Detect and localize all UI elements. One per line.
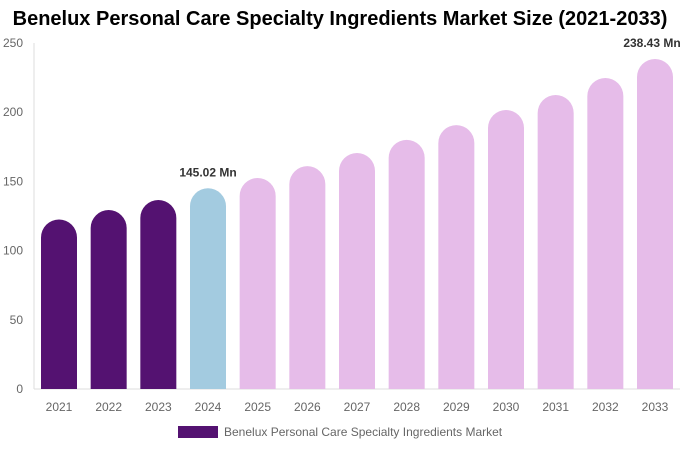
x-tick-label: 2029 [443, 400, 470, 414]
y-tick-label: 0 [16, 382, 23, 396]
x-tick-label: 2025 [244, 400, 271, 414]
chart-title: Benelux Personal Care Specialty Ingredie… [12, 8, 668, 30]
legend-label: Benelux Personal Care Specialty Ingredie… [224, 425, 503, 439]
bar-2033 [637, 59, 673, 390]
y-tick-label: 50 [10, 313, 24, 327]
bar-2032 [587, 78, 624, 389]
data-label: 238.43 Mn [623, 36, 680, 50]
bar-2030 [488, 109, 524, 390]
x-tick-label: 2031 [542, 400, 569, 414]
bar-2029 [438, 125, 475, 389]
x-tick-label: 2023 [145, 400, 172, 414]
x-tick-label: 2026 [294, 400, 321, 414]
legend-swatch [178, 426, 218, 438]
y-tick-label: 150 [3, 174, 23, 188]
bar-2031 [537, 95, 574, 390]
bar-2022 [90, 210, 127, 389]
x-tick-label: 2030 [493, 400, 520, 414]
x-tick-label: 2033 [642, 400, 669, 414]
y-tick-label: 200 [3, 105, 23, 119]
x-tick-label: 2027 [344, 400, 371, 414]
x-tick-label: 2032 [592, 400, 619, 414]
x-tick-label: 2028 [393, 400, 420, 414]
y-tick-label: 250 [3, 36, 23, 50]
bar-2021 [41, 219, 77, 389]
bar-2025 [239, 177, 276, 389]
bar-2024 [190, 188, 226, 389]
x-tick-label: 2024 [195, 400, 222, 414]
x-tick-label: 2021 [46, 400, 73, 414]
bar-2027 [339, 153, 375, 389]
data-label: 145.02 Mn [179, 165, 236, 179]
bar-2023 [140, 199, 177, 389]
legend: Benelux Personal Care Specialty Ingredie… [178, 425, 502, 439]
bar-2028 [388, 139, 425, 389]
bar-2026 [289, 166, 326, 389]
y-tick-label: 100 [3, 244, 23, 258]
x-tick-label: 2022 [95, 400, 122, 414]
